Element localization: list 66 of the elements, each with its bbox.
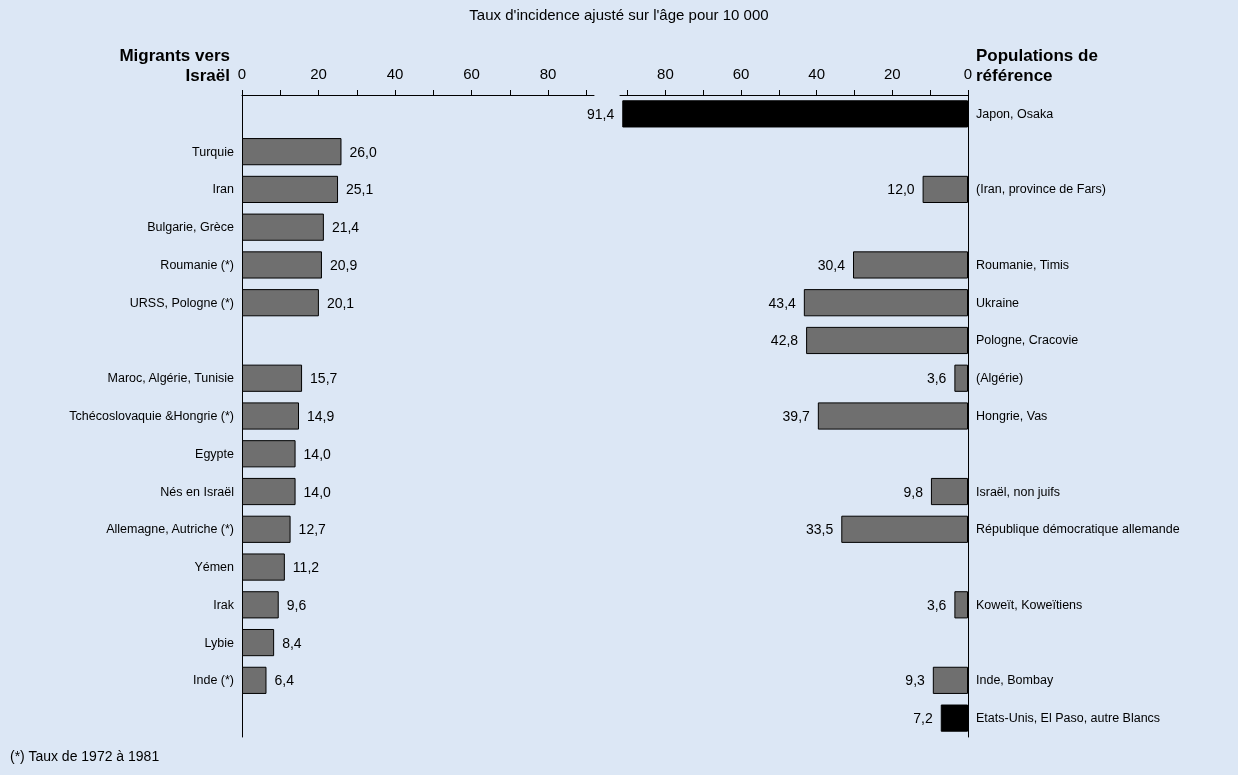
y-tick-label: Egypte	[195, 446, 235, 461]
data-label: 25,1	[346, 181, 374, 198]
data-label: 42,8	[770, 332, 799, 349]
data-label: 33,5	[806, 521, 834, 538]
data-label: 6,4	[274, 672, 295, 689]
data-label: 14,9	[307, 408, 335, 424]
x-tick-label: 20	[884, 65, 901, 82]
y-tick-label: Tchécoslovaquie &Hongrie (*)	[69, 409, 234, 423]
data-label: 11,2	[292, 559, 320, 576]
data-label: 39,7	[782, 408, 811, 424]
text: (*) Taux de 1972 à 1981	[10, 748, 160, 764]
x-tick-label: 20	[310, 65, 327, 82]
y-axis-title: Migrants vers Israël	[118, 46, 230, 86]
y-axis-title: Populations de référence	[976, 46, 1099, 86]
data-label: 21,4	[331, 219, 360, 236]
data-label: 7,2	[913, 710, 933, 727]
x-tick-label: 0	[963, 65, 973, 82]
x-tick-label: 40	[386, 65, 404, 82]
y-tick-label: Japon, Osaka	[976, 106, 1054, 121]
y-tick-label: Inde, Bombay	[976, 673, 1054, 688]
data-label: 9,8	[903, 483, 924, 500]
y-tick-label: Roumanie (*)	[160, 257, 234, 272]
y-tick-label: Bulgarie, Grèce	[147, 220, 235, 235]
data-label: 14,0	[303, 483, 332, 500]
y-tick-label: Hongrie, Vas	[976, 409, 1048, 423]
y-tick-label: Yémen	[194, 560, 235, 575]
x-tick-label: 60	[463, 65, 480, 82]
x-tick-label: 60	[732, 65, 750, 82]
data-label: 20,1	[326, 294, 355, 311]
x-tick-label: 80	[657, 65, 674, 82]
y-tick-label: (Iran, province de Fars)	[976, 182, 1106, 197]
y-tick-label: Roumanie, Timis	[976, 257, 1070, 272]
data-label: 3,6	[926, 596, 947, 613]
y-tick-label: République démocratique allemande	[976, 522, 1180, 537]
data-label: 15,7	[310, 370, 338, 387]
y-tick-label: Koweït, Koweïtiens	[976, 597, 1083, 612]
data-label: 43,4	[768, 294, 797, 311]
y-tick-label: URSS, Pologne (*)	[129, 295, 234, 310]
data-label: 91,4	[587, 105, 615, 122]
y-tick-label: Israël, non juifs	[976, 484, 1061, 499]
y-tick-label: Ukraine	[976, 295, 1020, 310]
y-tick-label: Etats-Unis, El Paso, autre Blancs	[976, 711, 1161, 726]
y-tick-label: Nés en Israël	[160, 484, 234, 499]
y-tick-label: Pologne, Cracovie	[976, 333, 1079, 348]
data-label: 26,0	[349, 143, 377, 160]
data-label: 12,0	[887, 181, 915, 198]
data-label: 20,9	[329, 256, 358, 273]
x-tick-label: 80	[539, 65, 557, 82]
data-label: 12,7	[298, 521, 327, 538]
data-label: 14,0	[303, 445, 332, 462]
data-label: 9,6	[286, 596, 307, 613]
y-tick-label: (Algérie)	[976, 371, 1024, 386]
data-label: 9,3	[905, 672, 926, 689]
x-tick-label: 0	[237, 65, 247, 82]
x-tick-label: 40	[808, 65, 826, 82]
data-label: 30,4	[817, 256, 846, 273]
data-label: 8,4	[282, 634, 302, 651]
data-label: 3,6	[926, 370, 947, 387]
y-tick-label: Lybie	[204, 635, 235, 650]
y-tick-label: Turquie	[192, 144, 235, 159]
y-tick-label: Irak	[213, 597, 235, 612]
x-axis-title: Taux d'incidence ajusté sur l'âge pour 10 000	[468, 6, 770, 23]
y-tick-label: Maroc, Algérie, Tunisie	[107, 371, 235, 386]
y-tick-label: Allemagne, Autriche (*)	[106, 522, 234, 537]
y-tick-label: Iran	[212, 182, 235, 197]
y-tick-label: Inde (*)	[193, 673, 234, 688]
